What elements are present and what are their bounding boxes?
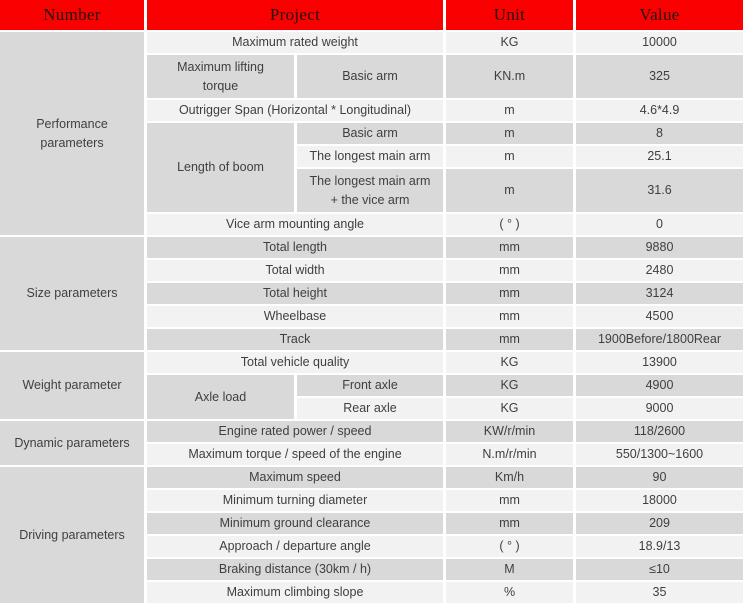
cell-unit-r12: mm xyxy=(446,329,573,350)
cell-unit-r9: mm xyxy=(446,260,573,281)
cell-project-r19: Minimum turning diameter xyxy=(147,490,443,511)
cell-project-r16: Engine rated power / speed xyxy=(147,421,443,442)
cell-value-r17: 550/1300~1600 xyxy=(576,444,743,465)
cell-project-r20: Minimum ground clearance xyxy=(147,513,443,534)
cell-unit-r8: mm xyxy=(446,237,573,258)
cell-value-r5: 25.1 xyxy=(576,146,743,167)
cell-value-r22: ≤10 xyxy=(576,559,743,580)
cell-value-r16: 118/2600 xyxy=(576,421,743,442)
cell-value-r20: 209 xyxy=(576,513,743,534)
cell-unit-r7: ( ° ) xyxy=(446,214,573,235)
cell-value-r6: 31.6 xyxy=(576,169,743,212)
cell-sub-r2: Basic arm xyxy=(297,55,443,98)
cell-unit-r14: KG xyxy=(446,375,573,396)
cell-unit-r18: Km/h xyxy=(446,467,573,488)
cell-unit-r17: N.m/r/min xyxy=(446,444,573,465)
cell-project-r7: Vice arm mounting angle xyxy=(147,214,443,235)
cell-project-r17: Maximum torque / speed of the engine xyxy=(147,444,443,465)
cell-project-r10: Total height xyxy=(147,283,443,304)
cell-group-axle-load: Axle load xyxy=(147,375,294,419)
cell-unit-r13: KG xyxy=(446,352,573,373)
cell-unit-r23: % xyxy=(446,582,573,603)
cell-unit-r11: mm xyxy=(446,306,573,327)
cell-unit-r5: m xyxy=(446,146,573,167)
cell-value-r7: 0 xyxy=(576,214,743,235)
cell-project-r8: Total length xyxy=(147,237,443,258)
cell-project-r1: Maximum rated weight xyxy=(147,32,443,53)
cell-project-r23: Maximum climbing slope xyxy=(147,582,443,603)
header-unit: Unit xyxy=(446,0,573,30)
cell-group-length-of-boom: Length of boom xyxy=(147,123,294,212)
cell-unit-r15: KG xyxy=(446,398,573,419)
header-number: Number xyxy=(0,0,144,30)
cell-sub-r4: Basic arm xyxy=(297,123,443,144)
cell-value-r8: 9880 xyxy=(576,237,743,258)
cell-project-r9: Total width xyxy=(147,260,443,281)
cell-project-r21: Approach / departure angle xyxy=(147,536,443,557)
cell-value-r12: 1900Before/1800Rear xyxy=(576,329,743,350)
cell-unit-r22: M xyxy=(446,559,573,580)
cell-value-r9: 2480 xyxy=(576,260,743,281)
cell-unit-r1: KG xyxy=(446,32,573,53)
section-dynamic: Dynamic parameters xyxy=(0,421,144,465)
cell-unit-r21: ( ° ) xyxy=(446,536,573,557)
cell-value-r1: 10000 xyxy=(576,32,743,53)
cell-project-r13: Total vehicle quality xyxy=(147,352,443,373)
cell-value-r15: 9000 xyxy=(576,398,743,419)
cell-project-r18: Maximum speed xyxy=(147,467,443,488)
cell-value-r4: 8 xyxy=(576,123,743,144)
cell-project-r12: Track xyxy=(147,329,443,350)
cell-unit-r20: mm xyxy=(446,513,573,534)
cell-value-r11: 4500 xyxy=(576,306,743,327)
cell-unit-r19: mm xyxy=(446,490,573,511)
cell-value-r2: 325 xyxy=(576,55,743,98)
cell-group-r2: Maximum lifting torque xyxy=(147,55,294,98)
cell-unit-r6: m xyxy=(446,169,573,212)
cell-sub-r6: The longest main arm + the vice arm xyxy=(297,169,443,212)
section-weight: Weight parameter xyxy=(0,352,144,419)
cell-value-r13: 13900 xyxy=(576,352,743,373)
cell-unit-r4: m xyxy=(446,123,573,144)
cell-value-r19: 18000 xyxy=(576,490,743,511)
cell-value-r21: 18.9/13 xyxy=(576,536,743,557)
section-size: Size parameters xyxy=(0,237,144,350)
cell-sub-r14: Front axle xyxy=(297,375,443,396)
cell-unit-r16: KW/r/min xyxy=(446,421,573,442)
cell-value-r18: 90 xyxy=(576,467,743,488)
section-performance: Performance parameters xyxy=(0,32,144,235)
header-value: Value xyxy=(576,0,743,30)
section-driving: Driving parameters xyxy=(0,467,144,603)
cell-unit-r3: m xyxy=(446,100,573,121)
cell-project-r11: Wheelbase xyxy=(147,306,443,327)
cell-value-r3: 4.6*4.9 xyxy=(576,100,743,121)
header-project: Project xyxy=(147,0,443,30)
cell-sub-r5: The longest main arm xyxy=(297,146,443,167)
cell-project-r22: Braking distance (30km / h) xyxy=(147,559,443,580)
cell-value-r23: 35 xyxy=(576,582,743,603)
cell-unit-r2: KN.m xyxy=(446,55,573,98)
cell-value-r10: 3124 xyxy=(576,283,743,304)
cell-unit-r10: mm xyxy=(446,283,573,304)
cell-value-r14: 4900 xyxy=(576,375,743,396)
cell-sub-r15: Rear axle xyxy=(297,398,443,419)
cell-project-r3: Outrigger Span (Horizontal * Longitudina… xyxy=(147,100,443,121)
